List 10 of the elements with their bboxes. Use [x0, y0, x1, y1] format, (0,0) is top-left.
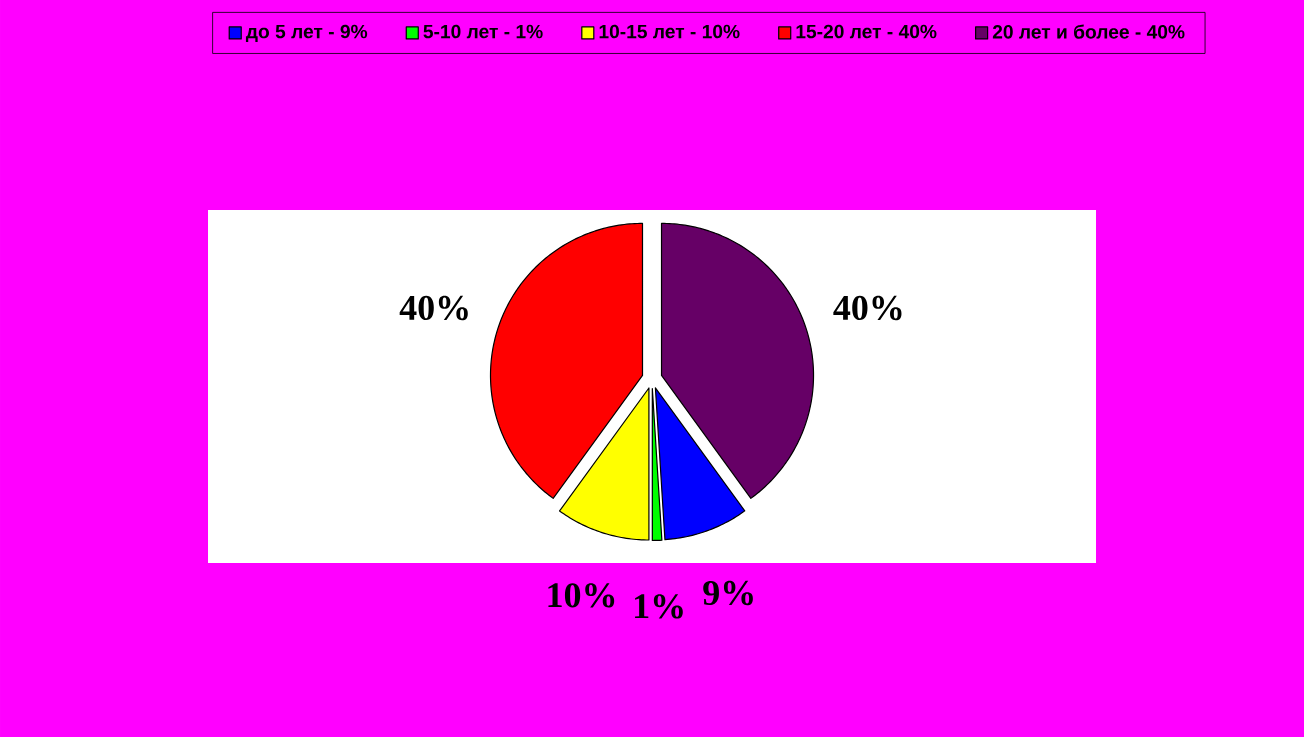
legend-label: 20 лет и более - 40% — [992, 24, 1185, 39]
data-label: 40% — [399, 295, 468, 321]
data-label: 40% — [833, 295, 902, 321]
data-label: 10% — [548, 583, 615, 608]
legend-label: 15-20 лет - 40% — [796, 24, 937, 39]
legend-label: до 5 лет - 9% — [245, 24, 368, 42]
legend-label: 5-10 лет - 1% — [423, 24, 543, 39]
data-label: 9% — [703, 580, 753, 606]
data-label: 1% — [635, 594, 683, 619]
legend-label: 10-15 лет - 10% — [599, 24, 740, 39]
